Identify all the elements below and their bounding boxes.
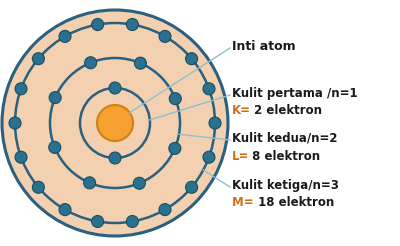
Circle shape	[109, 82, 121, 94]
Circle shape	[109, 152, 121, 164]
Text: Kulit kedua/n=2: Kulit kedua/n=2	[232, 132, 338, 144]
Circle shape	[15, 151, 27, 163]
Circle shape	[203, 83, 215, 95]
Circle shape	[92, 215, 104, 228]
Circle shape	[49, 141, 61, 153]
Text: Kulit ketiga/n=3: Kulit ketiga/n=3	[232, 179, 339, 191]
Circle shape	[186, 181, 198, 193]
Circle shape	[32, 53, 44, 65]
Circle shape	[169, 142, 181, 154]
Circle shape	[2, 10, 228, 236]
Circle shape	[85, 57, 97, 69]
Text: Inti atom: Inti atom	[232, 40, 296, 52]
Text: M=: M=	[232, 197, 258, 210]
Circle shape	[97, 105, 133, 141]
Text: Kulit pertama /n=1: Kulit pertama /n=1	[232, 87, 358, 99]
Text: 8 elektron: 8 elektron	[248, 150, 320, 163]
Text: K=: K=	[232, 105, 251, 118]
Text: L=: L=	[232, 150, 249, 163]
Circle shape	[92, 18, 104, 31]
Circle shape	[59, 31, 71, 42]
Circle shape	[133, 177, 145, 189]
Circle shape	[49, 92, 61, 104]
Circle shape	[84, 177, 96, 189]
Circle shape	[169, 93, 181, 105]
Circle shape	[59, 204, 71, 215]
Circle shape	[159, 31, 171, 42]
Circle shape	[9, 117, 21, 129]
Circle shape	[186, 53, 198, 65]
Circle shape	[15, 83, 27, 95]
Circle shape	[126, 215, 138, 228]
Text: 18 elektron: 18 elektron	[254, 197, 334, 210]
Text: 2 elektron: 2 elektron	[250, 105, 322, 118]
Circle shape	[159, 204, 171, 215]
Circle shape	[209, 117, 221, 129]
Circle shape	[126, 18, 138, 31]
Circle shape	[32, 181, 44, 193]
Circle shape	[134, 57, 146, 69]
Circle shape	[203, 151, 215, 163]
